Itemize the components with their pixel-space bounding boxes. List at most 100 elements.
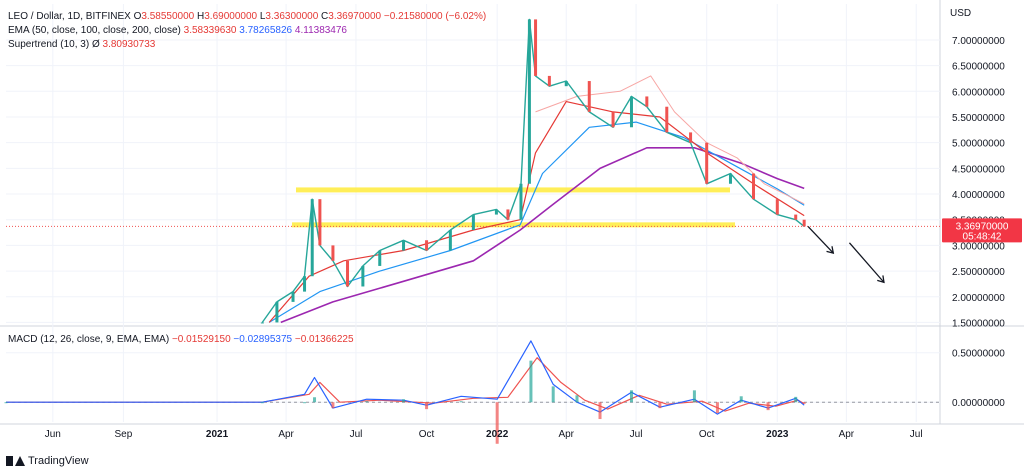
price-candle — [331, 245, 335, 261]
support-level-band[interactable] — [292, 222, 735, 228]
macd-series — [4, 340, 940, 444]
price-candle — [310, 199, 314, 277]
price-candle — [471, 214, 475, 230]
grid-lines — [0, 0, 1024, 425]
axes: 7.00000000 6.50000000 6.00000000 5.50000000… — [45, 8, 1022, 440]
macd-tick-label: 0.00000000 — [952, 398, 1005, 409]
current-price-badge[interactable] — [942, 218, 1022, 243]
supertrend-legend: Supertrend (10, 3) Ø 3.80930733 — [8, 38, 155, 51]
ohlc-low: L3.36300000 — [259, 11, 319, 22]
price-tick-label: 4.00000000 — [952, 190, 1005, 201]
ema50-value: 3.58339630 — [183, 25, 237, 36]
macd-histogram-bar — [692, 390, 696, 403]
macd-histogram-bar — [598, 402, 602, 420]
symbol-title: LEO / Dollar, 1D, BITFINEX — [8, 11, 131, 22]
price-candle — [318, 199, 322, 246]
time-tick-label: 2023 — [766, 429, 789, 440]
time-tick-label: Sep — [115, 429, 133, 440]
price-tick-label: 3.00000000 — [952, 241, 1005, 252]
price-candle — [361, 265, 365, 287]
support-level-band[interactable] — [296, 187, 730, 193]
price-candle — [547, 75, 551, 87]
macd-tick-label: 0.50000000 — [952, 349, 1005, 360]
supertrend-label: Supertrend (10, 3) — [8, 39, 90, 50]
time-tick-label: Jun — [45, 429, 61, 440]
symbol-legend: LEO / Dollar, 1D, BITFINEX O3.58550000 H… — [8, 10, 486, 23]
ohlc-high: H3.69000000 — [197, 11, 258, 22]
time-tick-label: Jul — [350, 429, 363, 440]
current-price-label: 3.36970000 — [956, 221, 1009, 232]
ema200-value: 4.11383476 — [294, 25, 347, 36]
brand-footer[interactable]: TradingView — [6, 455, 89, 467]
projection-arrow-1-head — [826, 246, 835, 254]
supertrend-symbol: Ø — [91, 39, 100, 50]
macd-legend: MACD (12, 26, close, 9, EMA, EMA) −0.015… — [8, 333, 354, 346]
price-candle — [802, 219, 806, 227]
price-candle — [534, 19, 538, 76]
macd-histogram-bar — [575, 395, 579, 403]
supertrend-value: 3.80930733 — [102, 39, 156, 50]
tradingview-logo-icon — [6, 456, 25, 466]
price-candle — [260, 322, 264, 324]
price-candle — [629, 96, 633, 128]
projection-arrow-2[interactable] — [848, 242, 885, 283]
time-tick-label: Jul — [630, 429, 643, 440]
ohlc-close: C3.36970000 — [321, 11, 382, 22]
macd-histogram-bar — [529, 360, 533, 403]
macd-histogram-bar — [739, 396, 743, 403]
price-candle — [645, 96, 649, 107]
price-candle — [291, 291, 295, 302]
macd-histogram-bar — [331, 402, 335, 409]
price-candle — [346, 260, 350, 287]
time-tick-label: Apr — [839, 429, 855, 440]
price-candle — [587, 81, 591, 112]
price-candle — [494, 209, 498, 215]
time-tick-label: Jul — [910, 429, 923, 440]
projection-arrow-1[interactable] — [807, 225, 834, 254]
price-series — [6, 18, 940, 324]
time-tick-label: Apr — [278, 429, 294, 440]
macd-histogram-bar — [260, 402, 264, 404]
price-candle — [705, 142, 709, 184]
projection-arrows[interactable] — [807, 225, 885, 284]
brand-name: TradingView — [28, 455, 89, 467]
price-tick-label: 6.50000000 — [952, 62, 1005, 73]
macd-label: MACD (12, 26, close, 9, EMA, EMA) — [8, 334, 170, 345]
projection-arrow-2-head — [877, 275, 885, 284]
price-candle — [402, 240, 406, 251]
supertrend-line — [535, 75, 805, 205]
price-candle — [425, 240, 429, 251]
price-candle — [728, 173, 732, 184]
price-candle — [689, 132, 693, 143]
ema50-line — [268, 101, 805, 323]
price-candle — [752, 173, 756, 200]
ema200-line — [280, 147, 805, 324]
macd-histogram-bar — [4, 402, 8, 404]
close-price-line — [261, 18, 805, 323]
ema100-value: 3.78265826 — [239, 25, 293, 36]
time-tick-label: Oct — [419, 429, 435, 440]
macd-histogram-bar — [365, 401, 369, 403]
price-candle — [519, 183, 523, 220]
macd-signal-value: −0.01366225 — [294, 334, 354, 345]
macd-signal-line — [6, 357, 805, 412]
support-levels[interactable] — [292, 187, 735, 228]
macd-histogram-bar — [629, 390, 633, 403]
price-candle — [794, 214, 798, 220]
macd-histogram-bar — [658, 402, 662, 409]
macd-histogram-bar — [551, 386, 555, 403]
price-candle — [564, 81, 568, 87]
macd-histogram-bar — [802, 402, 806, 404]
countdown-label: 05:48:42 — [963, 231, 1002, 242]
ema-label: EMA (50, close, 100, close, 200, close) — [8, 25, 181, 36]
price-tick-label: 1.50000000 — [952, 318, 1005, 329]
macd-histogram-bar — [425, 402, 429, 410]
macd-value: −0.02895375 — [233, 334, 293, 345]
macd-histogram-bar — [459, 401, 463, 403]
macd-histogram-bar — [313, 397, 317, 403]
price-tick-label: 2.50000000 — [952, 267, 1005, 278]
price-tick-label: 7.00000000 — [952, 36, 1005, 47]
time-tick-label: Apr — [558, 429, 574, 440]
macd-histogram-bar — [495, 402, 499, 444]
